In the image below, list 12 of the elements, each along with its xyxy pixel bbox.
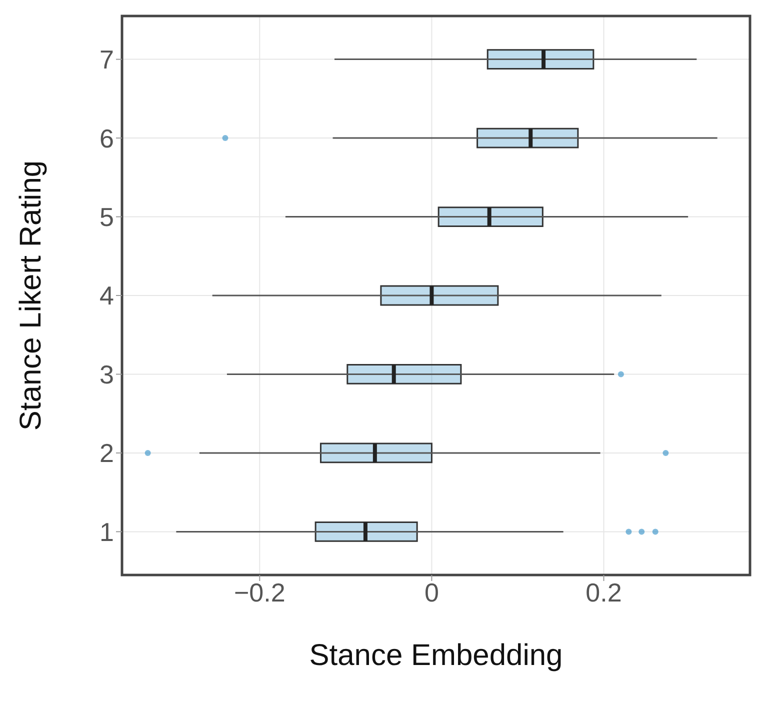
x-tick-label: −0.2 xyxy=(234,577,286,608)
x-tick-label: 0.2 xyxy=(586,577,622,608)
y-tick-label: 5 xyxy=(100,202,114,232)
y-tick-label: 1 xyxy=(100,516,114,547)
y-tick-label: 3 xyxy=(100,359,114,390)
x-axis-title: Stance Embedding xyxy=(309,639,563,672)
y-tick-label: 6 xyxy=(100,123,114,154)
y-tick-label: 2 xyxy=(100,438,114,468)
y-tick-label: 4 xyxy=(100,280,114,311)
y-tick-label: 7 xyxy=(100,44,114,75)
y-axis-title: Stance Likert Rating xyxy=(14,160,48,431)
x-tick-label: 0 xyxy=(424,577,439,608)
